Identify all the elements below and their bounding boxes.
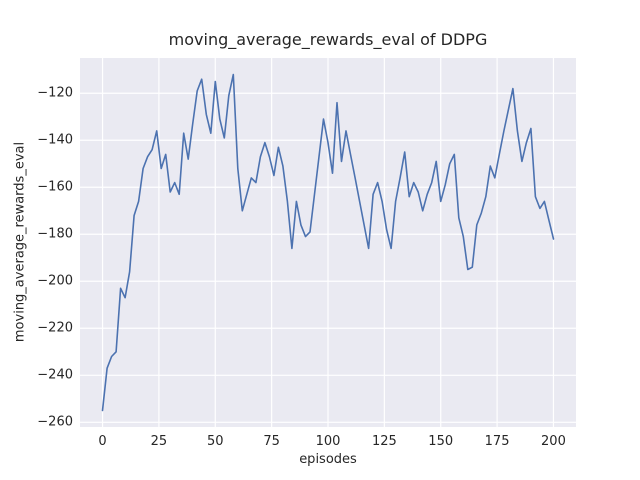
x-tick-label: 125 bbox=[371, 434, 397, 449]
plot-area bbox=[80, 58, 576, 427]
x-axis-label: episodes bbox=[299, 452, 357, 467]
line-chart bbox=[80, 58, 576, 427]
y-tick-label: −200 bbox=[37, 273, 73, 289]
y-tick-label: −260 bbox=[37, 414, 73, 430]
x-tick-label: 25 bbox=[150, 434, 168, 449]
x-tick-label: 175 bbox=[484, 434, 510, 449]
x-tick-label: 100 bbox=[315, 434, 341, 449]
y-tick-label: −120 bbox=[37, 85, 73, 101]
y-tick-label: −140 bbox=[37, 132, 73, 148]
y-tick-label: −160 bbox=[37, 179, 73, 195]
y-axis-label: moving_average_rewards_eval bbox=[12, 141, 28, 343]
x-tick-label: 75 bbox=[263, 434, 280, 449]
y-tick-label: −240 bbox=[37, 367, 73, 383]
data-series-line bbox=[101, 73, 555, 412]
chart-title: moving_average_rewards_eval of DDPG bbox=[168, 30, 488, 49]
x-tick-label: 150 bbox=[428, 434, 454, 449]
x-tick-label: 200 bbox=[541, 434, 566, 449]
x-tick-label: 50 bbox=[206, 434, 224, 449]
x-tick-label: 0 bbox=[98, 434, 107, 449]
y-tick-label: −220 bbox=[37, 320, 73, 336]
y-tick-label: −180 bbox=[37, 226, 73, 242]
